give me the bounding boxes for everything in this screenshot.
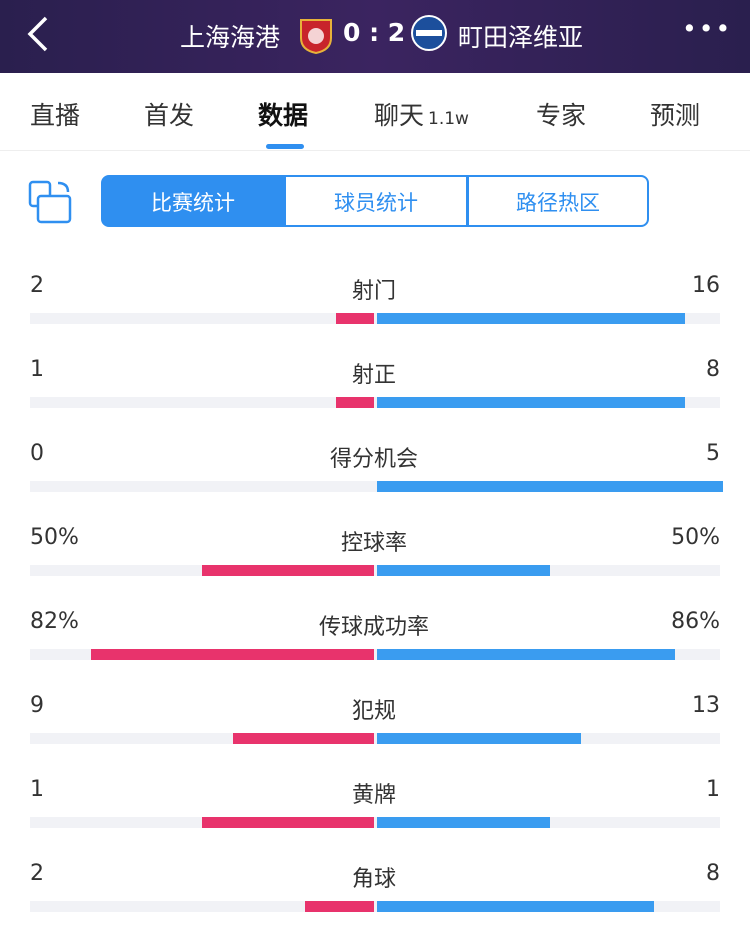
away-logo: [411, 15, 447, 51]
away-value: 5: [706, 441, 720, 466]
tab[interactable]: 预测: [650, 96, 700, 132]
tab-indicator: [266, 144, 304, 149]
home-value: 2: [30, 861, 44, 886]
away-value: 1: [706, 777, 720, 802]
home-bar: [232, 733, 374, 744]
score: 0 : 2: [343, 18, 406, 47]
away-team: 町田泽维亚: [458, 23, 584, 52]
bar-track: [30, 313, 720, 324]
tab-label: 数据: [258, 101, 309, 130]
home-logo: [300, 19, 332, 54]
away-value: 8: [706, 861, 720, 886]
home-bar: [305, 901, 374, 912]
home-value: 1: [30, 357, 44, 382]
home-bar: [91, 649, 374, 660]
stat-label: 角球: [351, 867, 396, 892]
segment-tab[interactable]: 比赛统计: [101, 175, 285, 227]
home-value: 82%: [30, 609, 79, 634]
bar-track: [30, 565, 720, 576]
stat-label: 控球率: [340, 531, 407, 556]
bar-track: [30, 733, 720, 744]
divider: [0, 150, 750, 151]
away-value: 8: [706, 357, 720, 382]
bar-track: [30, 817, 720, 828]
away-bar: [377, 817, 550, 828]
home-value: 2: [30, 273, 44, 298]
home-value: 1: [30, 777, 44, 802]
stat-label: 犯规: [351, 699, 396, 724]
tab-badge: 1.1w: [428, 109, 469, 129]
home-value: 9: [30, 693, 44, 718]
back-button[interactable]: [26, 16, 50, 52]
bar-track: [30, 901, 720, 912]
away-bar: [377, 481, 723, 492]
away-bar: [377, 397, 685, 408]
away-bar: [377, 313, 685, 324]
segment-tab[interactable]: 路径热区: [467, 175, 649, 227]
home-bar: [335, 313, 374, 324]
more-button[interactable]: •••: [682, 14, 733, 43]
bar-track: [30, 481, 720, 492]
tab[interactable]: 聊天 1.1w: [374, 96, 469, 132]
stat-label: 射正: [351, 363, 396, 388]
away-value: 16: [692, 273, 720, 298]
tab-label: 聊天: [374, 101, 425, 130]
stat-label: 传球成功率: [318, 615, 429, 640]
tab[interactable]: 专家: [536, 96, 586, 132]
home-bar: [201, 817, 374, 828]
stat-label: 得分机会: [329, 447, 418, 472]
away-bar: [377, 649, 675, 660]
segment-tab[interactable]: 球员统计: [284, 175, 468, 227]
header: 上海海港 0 : 2 町田泽维亚 •••: [0, 0, 750, 73]
tab-label: 首发: [144, 101, 195, 130]
away-value: 50%: [671, 525, 720, 550]
switch-icon[interactable]: [28, 180, 74, 224]
bar-track: [30, 397, 720, 408]
home-value: 50%: [30, 525, 79, 550]
away-bar: [377, 565, 550, 576]
tab[interactable]: 直播: [30, 96, 80, 132]
home-bar: [335, 397, 374, 408]
tab-label: 直播: [30, 101, 81, 130]
away-value: 86%: [671, 609, 720, 634]
tab[interactable]: 数据: [258, 96, 308, 132]
stat-label: 黄牌: [351, 783, 396, 808]
tab-label: 预测: [650, 101, 701, 130]
home-bar: [201, 565, 374, 576]
tab-label: 专家: [536, 101, 587, 130]
away-bar: [377, 901, 654, 912]
home-value: 0: [30, 441, 44, 466]
home-team: 上海海港: [180, 23, 281, 52]
tab[interactable]: 首发: [144, 96, 194, 132]
stat-label: 射门: [351, 279, 396, 304]
bar-track: [30, 649, 720, 660]
away-value: 13: [692, 693, 720, 718]
away-bar: [377, 733, 582, 744]
